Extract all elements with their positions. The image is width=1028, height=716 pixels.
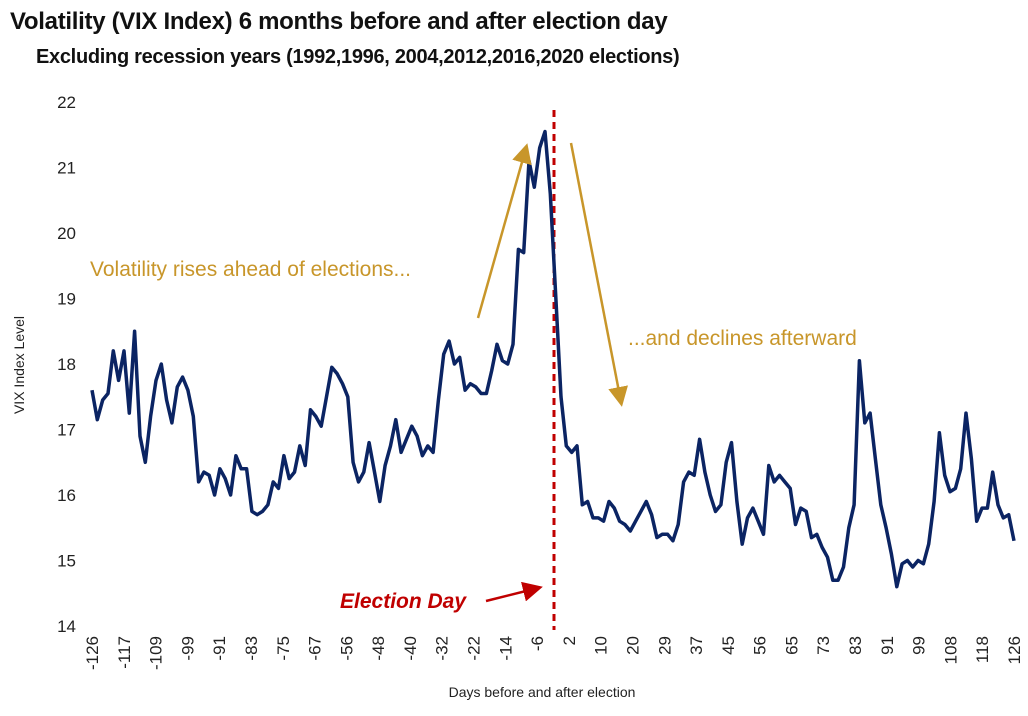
chart-title: Volatility (VIX Index) 6 months before a…: [10, 8, 668, 35]
y-tick-label: 21: [57, 159, 76, 178]
x-tick-label: -22: [465, 636, 484, 661]
x-tick-label: 91: [878, 636, 897, 655]
y-tick-label: 19: [57, 290, 76, 309]
chart-subtitle: Excluding recession years (1992,1996, 20…: [36, 46, 680, 68]
x-tick-label: -32: [433, 636, 452, 661]
y-tick-label: 22: [57, 93, 76, 112]
rise-arrow: [476, 143, 532, 319]
x-tick-label: 20: [623, 636, 642, 655]
y-tick-label: 14: [57, 617, 76, 636]
decline-arrow: [569, 142, 628, 407]
election-day-arrow: [485, 581, 543, 603]
x-tick-label: -91: [210, 636, 229, 661]
y-tick-label: 16: [57, 486, 76, 505]
x-tick-label: -126: [83, 636, 102, 670]
x-tick-label: -6: [528, 636, 547, 651]
x-tick-label: 45: [719, 636, 738, 655]
x-tick-label: -40: [401, 636, 420, 661]
election-day-annotation: Election Day: [340, 590, 467, 613]
y-tick-label: 18: [57, 355, 76, 374]
x-tick-label: 83: [846, 636, 865, 655]
x-tick-label: -109: [147, 636, 166, 670]
x-tick-label: 108: [941, 636, 960, 664]
x-tick-label: -67: [306, 636, 325, 661]
x-tick-label: 73: [814, 636, 833, 655]
rise-annotation: Volatility rises ahead of elections...: [90, 258, 411, 281]
y-tick-label: 17: [57, 421, 76, 440]
x-tick-label: 126: [1005, 636, 1024, 664]
y-tick-label: 20: [57, 224, 76, 243]
x-tick-label: 118: [973, 636, 992, 663]
x-tick-label: 65: [782, 636, 801, 655]
x-tick-label: -75: [274, 636, 293, 661]
x-tick-label: 10: [592, 636, 611, 655]
x-tick-label: 29: [655, 636, 674, 655]
x-tick-label: -83: [242, 636, 261, 661]
decline-annotation: ...and declines afterward: [628, 327, 857, 350]
x-tick-label: -14: [496, 636, 515, 661]
x-tick-label: 56: [751, 636, 770, 655]
y-axis-label: VIX Index Level: [11, 316, 27, 414]
vix-series-line: [90, 129, 1016, 589]
x-tick-label: 99: [910, 636, 929, 655]
x-axis-label: Days before and after election: [449, 684, 636, 700]
x-tick-label: -99: [178, 636, 197, 661]
x-tick-label: -56: [337, 636, 356, 661]
x-tick-label: 2: [560, 636, 579, 645]
x-tick-label: -117: [115, 636, 134, 669]
y-tick-label: 15: [57, 552, 76, 571]
x-tick-label: 37: [687, 636, 706, 655]
x-tick-label: -48: [369, 636, 388, 661]
